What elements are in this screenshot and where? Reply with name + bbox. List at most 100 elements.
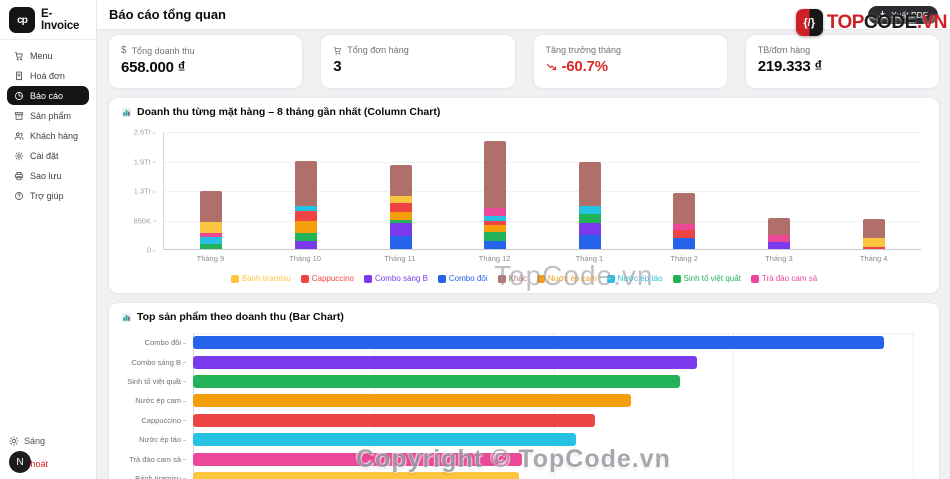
x-axis-label: Tháng 3 — [765, 254, 793, 263]
stacked-column-8 — [862, 219, 885, 249]
cart-icon — [333, 46, 342, 55]
legend-swatch — [437, 274, 446, 283]
column-slot — [637, 132, 732, 249]
sidebar-item-san-pham[interactable]: Sản phẩm — [7, 106, 89, 125]
column-segment — [294, 206, 317, 211]
bar-row: Sinh tố việt quất — [121, 372, 923, 391]
legend-item[interactable]: Sinh tố việt quất — [672, 274, 741, 283]
theme-toggle[interactable]: Sáng — [9, 436, 45, 446]
bar — [193, 452, 523, 466]
y-axis-tick: 2.6Tr — [134, 128, 156, 137]
column-segment — [862, 238, 885, 248]
bar-category-label: Sinh tố việt quất — [121, 377, 193, 386]
gridline — [733, 334, 735, 479]
column-segment — [484, 231, 507, 242]
sidebar-item-label: Hoá đơn — [30, 70, 65, 81]
bar-chart-icon — [121, 312, 132, 323]
legend-item[interactable]: Combo đôi — [437, 274, 488, 283]
stacked-column-7 — [768, 217, 791, 249]
stat-label: Tăng trưởng tháng — [545, 45, 621, 55]
bar-track — [193, 433, 913, 447]
legend-item[interactable]: Khác — [497, 274, 527, 283]
legend-label: Bánh tiramisu — [241, 274, 291, 283]
column-segment — [484, 224, 507, 232]
column-segment — [389, 236, 412, 249]
stacked-column-2 — [294, 161, 317, 249]
column-segment — [673, 192, 696, 225]
sidebar-item-label: Sao lưu — [30, 170, 62, 181]
bar — [193, 374, 680, 388]
column-segment — [768, 242, 791, 249]
bar-category-label: Nước ép táo — [121, 435, 193, 444]
stat-value: -60.7% — [561, 58, 609, 75]
sidebar-item-label: Trợ giúp — [30, 190, 64, 201]
sidebar-item-sao-luu[interactable]: Sao lưu — [7, 166, 89, 185]
column-segment — [578, 214, 601, 223]
gridline — [164, 191, 921, 192]
legend-swatch — [300, 274, 309, 283]
stacked-column-4 — [484, 140, 507, 249]
legend-item[interactable]: Nước ép táo — [606, 274, 663, 283]
stacked-column-1 — [200, 190, 223, 249]
sidebar-item-khach-hang[interactable]: Khách hàng — [7, 126, 89, 145]
legend-swatch — [672, 274, 681, 283]
stat-label: Tổng doanh thu — [131, 45, 195, 56]
sidebar-item-label: Sản phẩm — [30, 110, 72, 121]
main-area: Báo cáo tổng quan Xuất PDF $ Tổng doanh … — [97, 0, 950, 479]
legend-item[interactable]: Combo sáng B — [363, 274, 428, 283]
user-row: Thoát N — [9, 450, 49, 474]
bar-chart-icon — [121, 107, 132, 118]
column-slot — [164, 132, 259, 249]
users-icon — [14, 131, 24, 141]
column-segment — [294, 232, 317, 241]
sidebar-item-hoa-don[interactable]: Hoá đơn — [7, 66, 89, 85]
column-chart-card: Doanh thu từng mặt hàng – 8 tháng gần nh… — [108, 97, 940, 294]
stacked-column-6 — [673, 192, 696, 249]
legend-label: Combo đôi — [448, 274, 488, 283]
bar-track — [193, 471, 913, 479]
y-axis-tick: 650K — [133, 216, 156, 225]
sidebar-item-bao-cao[interactable]: Báo cáo — [7, 86, 89, 105]
sidebar-item-tro-giup[interactable]: Trợ giúp — [7, 186, 89, 205]
avatar[interactable]: N — [9, 451, 31, 473]
sidebar-nav: Menu Hoá đơn Báo cáo Sản phẩm Khách hàng Cài … — [0, 40, 96, 212]
legend-label: Nước ép táo — [617, 274, 663, 283]
sidebar-item-menu[interactable]: Menu — [7, 46, 89, 65]
sidebar-item-label: Cài đặt — [30, 150, 59, 161]
legend-item[interactable]: Cappuccino — [300, 274, 354, 283]
y-axis-tick: 0 — [147, 246, 156, 255]
bar — [193, 433, 577, 447]
column-segment — [862, 219, 885, 239]
legend-swatch — [750, 274, 759, 283]
download-icon — [878, 10, 887, 19]
app-logo-row: cp E-Invoice — [0, 0, 96, 40]
page-title: Báo cáo tổng quan — [109, 7, 226, 22]
bar-chart-rows: Combo đôi Combo sáng B Sinh tố việt quất Nư… — [121, 333, 923, 479]
logout-link[interactable]: Thoát — [25, 459, 49, 469]
legend-item[interactable]: Nước ép cam — [536, 274, 597, 283]
column-segment — [578, 206, 601, 215]
column-chart-plot: 0 650K 1.3Tr 1.9Tr 2.6Tr — [133, 128, 921, 255]
bar — [193, 471, 520, 479]
y-axis-tick: 1.3Tr — [134, 187, 156, 196]
bar-chart-plot: Combo đôi Combo sáng B Sinh tố việt quất Nư… — [121, 333, 923, 479]
column-segment — [294, 161, 317, 207]
x-axis-label: Tháng 1 — [575, 254, 604, 263]
column-segment — [578, 222, 601, 235]
sidebar-item-cai-dat[interactable]: Cài đặt — [7, 146, 89, 165]
bar-row: Nước ép cam — [121, 391, 923, 410]
sidebar-item-label: Báo cáo — [30, 90, 64, 101]
legend-item[interactable]: Trà đào cam sả — [750, 274, 818, 283]
stats-row: $ Tổng doanh thu 658.000 ₫ Tổng đơn hàng… — [108, 34, 940, 89]
column-segment — [578, 234, 601, 249]
legend-swatch — [363, 274, 372, 283]
export-pdf-button[interactable]: Xuất PDF — [868, 5, 938, 24]
legend-item[interactable]: Bánh tiramisu — [230, 274, 291, 283]
column-segment — [673, 224, 696, 230]
legend-label: Trà đào cam sả — [761, 274, 818, 283]
column-chart-legend: Bánh tiramisu Cappuccino Combo sáng B Combo… — [121, 274, 927, 283]
column-segment — [389, 203, 412, 212]
trending-down-icon — [546, 61, 558, 73]
column-segment — [673, 238, 696, 249]
x-axis-label: Tháng 9 — [196, 254, 225, 263]
